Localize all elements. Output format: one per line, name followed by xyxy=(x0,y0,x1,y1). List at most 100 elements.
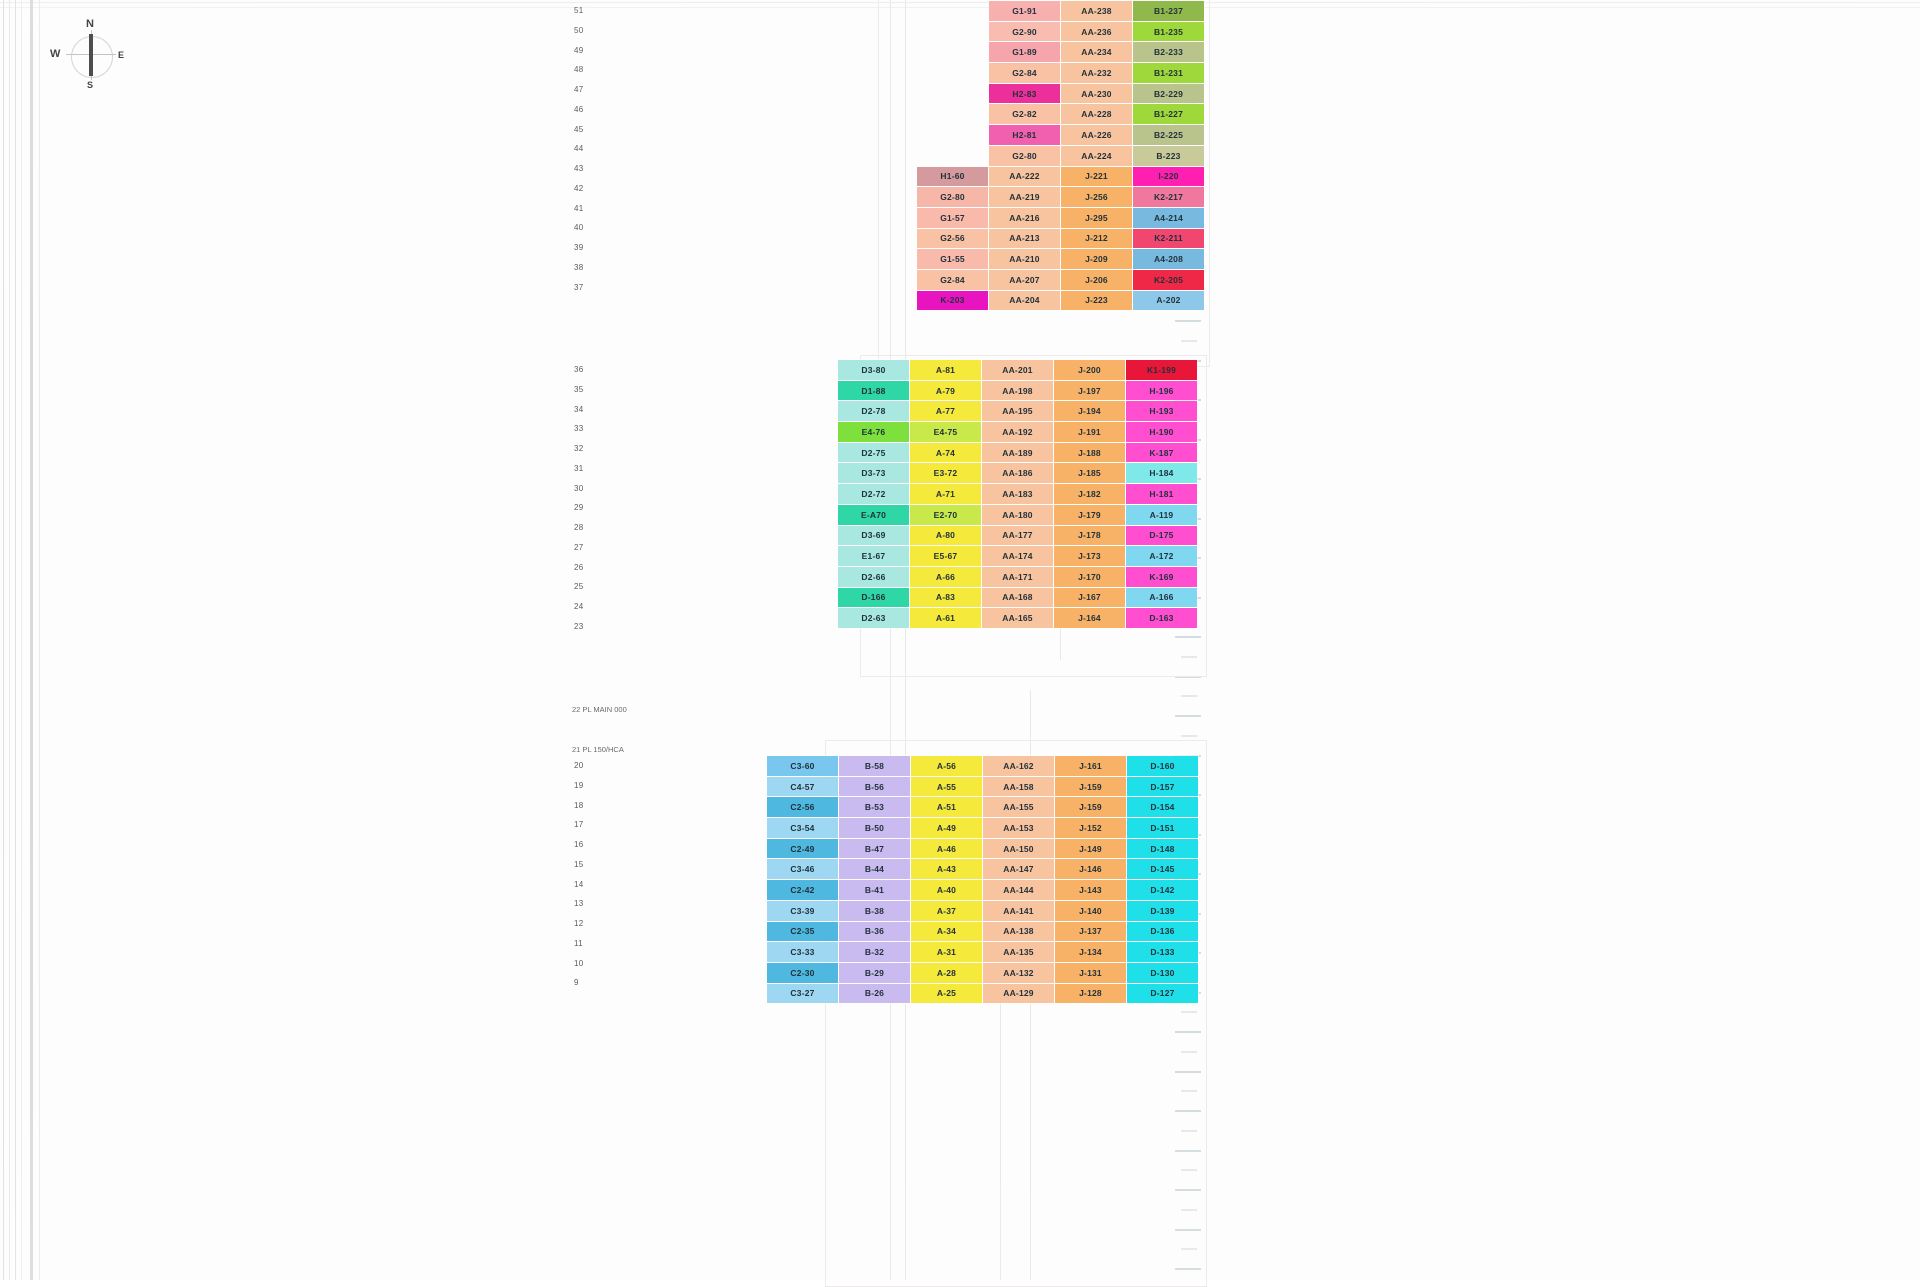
table-cell[interactable]: AA-195 xyxy=(981,400,1054,423)
table-cell[interactable]: A-80 xyxy=(909,524,982,547)
table-row[interactable]: D3-80 A-81 AA-201 J-200 K1-199 xyxy=(837,359,1198,381)
table-cell[interactable]: A4-208 xyxy=(1132,248,1205,270)
table-cell[interactable]: D-163 xyxy=(1125,607,1198,629)
table-row[interactable]: G2-82 AA-228 B1-227 xyxy=(917,103,1205,126)
table-cell[interactable]: J-152 xyxy=(1054,817,1127,839)
table-cell[interactable]: A-43 xyxy=(910,858,983,881)
table-row[interactable]: G1-91 AA-238 B1-237 xyxy=(917,0,1205,22)
table-cell[interactable]: J-221 xyxy=(1060,165,1133,188)
table-row[interactable]: C3-60 B-58 A-56 AA-162 J-161 D-160 xyxy=(766,755,1199,777)
table-cell[interactable]: A-31 xyxy=(910,941,983,963)
table-cell[interactable]: C2-56 xyxy=(766,796,839,819)
table-cell[interactable]: AA-238 xyxy=(1060,0,1133,22)
table-cell[interactable]: J-206 xyxy=(1060,268,1133,291)
table-cell[interactable]: J-223 xyxy=(1060,289,1133,312)
table-row[interactable]: D2-63 A-61 AA-165 J-164 D-163 xyxy=(837,607,1198,629)
table-cell[interactable]: J-146 xyxy=(1054,858,1127,881)
table-cell[interactable]: J-209 xyxy=(1060,248,1133,270)
table-cell[interactable]: AA-236 xyxy=(1060,20,1133,43)
table-cell[interactable]: AA-226 xyxy=(1060,124,1133,146)
table-cell[interactable]: B-47 xyxy=(838,837,911,860)
table-row[interactable]: E1-67 E5-67 AA-174 J-173 A-172 xyxy=(837,545,1198,567)
table-cell[interactable]: C3-33 xyxy=(766,941,839,963)
table-cell[interactable]: AA-228 xyxy=(1060,103,1133,126)
table-row[interactable]: D2-75 A-74 AA-189 J-188 K-187 xyxy=(837,441,1198,464)
table-cell[interactable]: AA-210 xyxy=(988,248,1061,270)
table-cell[interactable]: A-66 xyxy=(909,565,982,588)
table-cell[interactable]: C3-60 xyxy=(766,755,839,777)
table-cell[interactable]: G1-91 xyxy=(988,0,1061,22)
table-cell[interactable]: A-55 xyxy=(910,775,983,798)
table-row[interactable]: H1-60 AA-222 J-221 I-220 xyxy=(916,165,1205,188)
table-cell[interactable]: D-157 xyxy=(1126,775,1199,798)
table-cell[interactable]: E3-72 xyxy=(909,462,982,485)
table-cell[interactable]: C3-39 xyxy=(766,899,839,922)
table-cell[interactable]: B-53 xyxy=(838,796,911,819)
table-cell[interactable]: A-51 xyxy=(910,796,983,819)
table-cell[interactable]: D-145 xyxy=(1126,858,1199,881)
table-cell[interactable]: B2-229 xyxy=(1132,82,1205,105)
table-cell[interactable]: J-143 xyxy=(1054,879,1127,901)
table-cell[interactable]: A-40 xyxy=(910,879,983,901)
table-cell[interactable]: J-179 xyxy=(1053,503,1126,526)
table-cell[interactable]: B-29 xyxy=(838,961,911,984)
table-cell[interactable]: AA-207 xyxy=(988,268,1061,291)
table-cell[interactable]: C3-54 xyxy=(766,817,839,839)
table-cell[interactable]: G2-80 xyxy=(988,144,1061,167)
table-cell[interactable]: C4-57 xyxy=(766,775,839,798)
table-cell[interactable]: J-137 xyxy=(1054,920,1127,943)
table-cell[interactable]: K2-211 xyxy=(1132,227,1205,250)
table-cell[interactable]: AA-144 xyxy=(982,879,1055,901)
table-row[interactable]: C3-46 B-44 A-43 AA-147 J-146 D-145 xyxy=(766,858,1199,881)
table-cell[interactable]: K-203 xyxy=(916,289,989,312)
table-cell[interactable]: A-83 xyxy=(909,586,982,609)
table-cell[interactable]: AA-222 xyxy=(988,165,1061,188)
table-cell[interactable]: B-50 xyxy=(838,817,911,839)
table-cell[interactable]: A-74 xyxy=(909,441,982,464)
table-cell[interactable]: B-44 xyxy=(838,858,911,881)
table-cell[interactable]: B-26 xyxy=(838,982,911,1005)
table-cell[interactable]: AA-174 xyxy=(981,545,1054,567)
table-cell[interactable]: AA-180 xyxy=(981,503,1054,526)
table-cell[interactable]: D-133 xyxy=(1126,941,1199,963)
table-cell[interactable]: G2-84 xyxy=(916,268,989,291)
table-cell[interactable]: AA-162 xyxy=(982,755,1055,777)
table-cell[interactable]: J-134 xyxy=(1054,941,1127,963)
table-cell[interactable]: G2-84 xyxy=(988,62,1061,84)
table-cell[interactable]: J-191 xyxy=(1053,421,1126,443)
table-cell[interactable]: D2-66 xyxy=(837,565,910,588)
table-row[interactable]: G2-56 AA-213 J-212 K2-211 xyxy=(916,227,1205,250)
table-cell[interactable]: D-139 xyxy=(1126,899,1199,922)
table-row[interactable]: D2-78 A-77 AA-195 J-194 H-193 xyxy=(837,400,1198,423)
table-cell[interactable]: D-175 xyxy=(1125,524,1198,547)
table-cell[interactable]: A-77 xyxy=(909,400,982,423)
table-cell[interactable]: AA-198 xyxy=(981,379,1054,402)
table-cell[interactable]: J-170 xyxy=(1053,565,1126,588)
table-cell[interactable]: A-46 xyxy=(910,837,983,860)
table-cell[interactable]: C2-42 xyxy=(766,879,839,901)
table-row[interactable]: G2-80 AA-224 B-223 xyxy=(917,144,1205,167)
table-cell[interactable]: B-223 xyxy=(1132,144,1205,167)
table-cell[interactable]: H2-83 xyxy=(988,82,1061,105)
table-row[interactable]: G2-80 AA-219 J-256 K2-217 xyxy=(916,186,1205,208)
table-cell[interactable]: J-188 xyxy=(1053,441,1126,464)
table-cell[interactable]: E4-76 xyxy=(837,421,910,443)
table-cell[interactable]: D-166 xyxy=(837,586,910,609)
table-cell[interactable]: J-164 xyxy=(1053,607,1126,629)
table-row[interactable]: G1-57 AA-216 J-295 A4-214 xyxy=(916,206,1205,229)
table-cell[interactable]: AA-216 xyxy=(988,206,1061,229)
table-cell[interactable]: J-161 xyxy=(1054,755,1127,777)
table-cell[interactable]: H-196 xyxy=(1125,379,1198,402)
table-cell[interactable]: D-154 xyxy=(1126,796,1199,819)
table-row[interactable]: H2-83 AA-230 B2-229 xyxy=(917,82,1205,105)
table-cell[interactable]: K-187 xyxy=(1125,441,1198,464)
table-cell[interactable]: A-34 xyxy=(910,920,983,943)
table-cell[interactable]: J-200 xyxy=(1053,359,1126,381)
table-row[interactable]: C2-30 B-29 A-28 AA-132 J-131 D-130 xyxy=(766,961,1199,984)
table-cell[interactable]: J-182 xyxy=(1053,483,1126,505)
table-cell[interactable]: A-56 xyxy=(910,755,983,777)
table-cell[interactable]: E4-75 xyxy=(909,421,982,443)
table-cell[interactable]: B-32 xyxy=(838,941,911,963)
table-cell[interactable]: B2-225 xyxy=(1132,124,1205,146)
table-cell[interactable]: D-148 xyxy=(1126,837,1199,860)
